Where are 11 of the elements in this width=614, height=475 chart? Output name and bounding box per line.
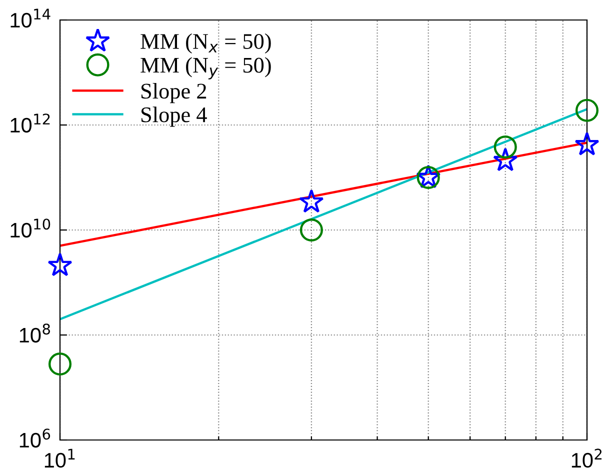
y-tick-label: 10$^{14}$ bbox=[10, 8, 50, 28]
y-tick-label: 10$^{6}$ bbox=[20, 428, 50, 448]
x-tick-label: 10$^{1}$ bbox=[44, 448, 75, 468]
y-tick-label: 10$^{8}$ bbox=[20, 324, 50, 343]
legend-label: Slope 4 bbox=[141, 106, 207, 127]
y-tick-label: 10$^{12}$ bbox=[10, 114, 50, 133]
legend-label: MM (N$_{y}$ = 50) bbox=[140, 57, 271, 80]
x-tick-label: 10$^{2}$ bbox=[572, 448, 602, 468]
y-tick-label: 10$^{10}$ bbox=[10, 218, 50, 238]
legend-label: Slope 2 bbox=[141, 83, 206, 104]
legend-label: MM (N$_{x}$ = 50) bbox=[140, 33, 271, 54]
